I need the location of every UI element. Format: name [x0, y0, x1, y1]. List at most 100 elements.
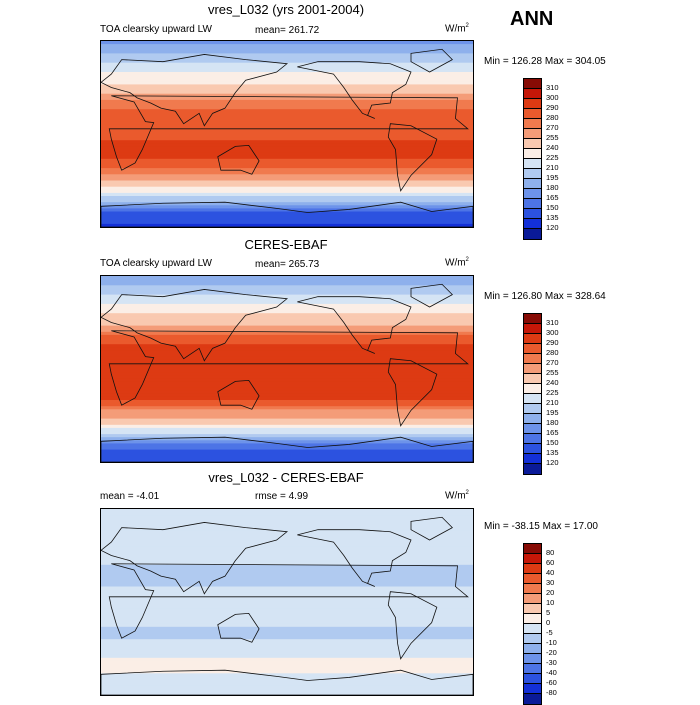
zonal-band — [101, 331, 473, 336]
zonal-band — [101, 369, 473, 373]
colorbar-box — [523, 78, 542, 240]
continent-outline — [387, 591, 438, 660]
colorbar-swatch — [524, 179, 541, 189]
zonal-band — [101, 605, 473, 609]
continent-outline — [101, 522, 289, 595]
zonal-band — [101, 555, 473, 560]
panel3-units: W/m2 — [445, 490, 469, 502]
colorbar-box — [523, 313, 542, 475]
zonal-band — [101, 41, 473, 45]
colorbar-tick-label: 290 — [546, 338, 559, 347]
colorbar-tick-label: 150 — [546, 203, 559, 212]
colorbar-tick-label: 30 — [546, 578, 555, 587]
zonal-band — [101, 143, 473, 147]
zonal-band — [101, 220, 473, 225]
zonal-band — [101, 359, 473, 364]
colorbar-swatch — [524, 574, 541, 584]
zonal-band — [101, 186, 473, 191]
zonal-band — [101, 515, 473, 519]
colorbar-tick-label: 225 — [546, 388, 559, 397]
continent-outline — [410, 283, 453, 308]
zonal-band — [101, 633, 473, 637]
continent-outline — [217, 379, 260, 410]
colorbar-tick-label: 195 — [546, 408, 559, 417]
zonal-band — [101, 319, 473, 323]
zonal-band — [101, 387, 473, 392]
zonal-band — [101, 161, 473, 166]
colorbar-tick-label: -20 — [546, 648, 557, 657]
zonal-band — [101, 214, 473, 219]
colorbar-swatch — [524, 89, 541, 99]
zonal-band — [101, 112, 473, 116]
colorbar-tick-label: 150 — [546, 438, 559, 447]
colorbar-tick-label: 10 — [546, 598, 555, 607]
zonal-band — [101, 540, 473, 544]
zonal-band — [101, 103, 473, 107]
zonal-band — [101, 140, 473, 144]
panel3-map — [100, 508, 474, 696]
zonal-band — [101, 316, 473, 320]
zonal-band — [101, 72, 473, 76]
zonal-band — [101, 543, 473, 547]
zonal-band — [101, 106, 473, 110]
zonal-band — [101, 685, 473, 690]
panel3-rmse: rmse = 4.99 — [255, 491, 309, 502]
zonal-band — [101, 421, 473, 426]
zonal-band — [101, 620, 473, 625]
zonal-band — [101, 654, 473, 659]
zonal-band — [101, 595, 473, 600]
colorbar-swatch — [524, 404, 541, 414]
zonal-band — [101, 645, 473, 649]
colorbar-tick-label: 270 — [546, 358, 559, 367]
colorbar-swatch — [524, 424, 541, 434]
zonal-band — [101, 196, 473, 200]
panel1-mean: mean= 261.72 — [255, 25, 320, 36]
zonal-band — [101, 564, 473, 569]
colorbar-tick-label: 310 — [546, 83, 559, 92]
colorbar-swatch — [524, 344, 541, 354]
zonal-band — [101, 561, 473, 566]
zonal-band — [101, 347, 473, 351]
zonal-band — [101, 636, 473, 640]
zonal-band — [101, 208, 473, 212]
colorbar-tick-label: 180 — [546, 418, 559, 427]
zonal-band — [101, 657, 473, 662]
panel3-minmax: Min = -38.15 Max = 17.00 — [484, 521, 598, 532]
zonal-band — [101, 44, 473, 48]
zonal-band — [101, 437, 473, 441]
zonal-band — [101, 155, 473, 160]
colorbar-tick-label: 280 — [546, 348, 559, 357]
zonal-band — [101, 84, 473, 88]
colorbar-swatch — [524, 444, 541, 454]
zonal-band — [101, 396, 473, 401]
zonal-band — [101, 297, 473, 302]
zonal-band — [101, 202, 473, 206]
zonal-band — [101, 431, 473, 435]
colorbar-swatch — [524, 604, 541, 614]
zonal-band — [101, 577, 473, 581]
zonal-band — [101, 558, 473, 563]
colorbar-tick-label: 210 — [546, 398, 559, 407]
zonal-band — [101, 406, 473, 410]
colorbar-tick-label: 210 — [546, 163, 559, 172]
colorbar-tick-label: 5 — [546, 608, 551, 617]
zonal-band — [101, 626, 473, 631]
panel2-left-label: TOA clearsky upward LW — [100, 258, 212, 269]
colorbar-tick-label: -40 — [546, 668, 557, 677]
zonal-band — [101, 47, 473, 51]
zonal-band — [101, 362, 473, 367]
continent-outline — [410, 48, 453, 73]
colorbar-tick-label: 165 — [546, 428, 559, 437]
zonal-band — [101, 455, 473, 460]
zonal-band — [101, 427, 473, 432]
zonal-band — [101, 400, 473, 404]
zonal-band — [101, 691, 473, 695]
zonal-band — [101, 288, 473, 292]
zonal-band — [101, 62, 473, 67]
colorbar-swatch — [524, 334, 541, 344]
zonal-band — [101, 356, 473, 361]
panel2-mean: mean= 265.73 — [255, 259, 320, 270]
zonal-band — [101, 512, 473, 516]
colorbar-swatch — [524, 119, 541, 129]
continent-outline — [217, 612, 260, 643]
